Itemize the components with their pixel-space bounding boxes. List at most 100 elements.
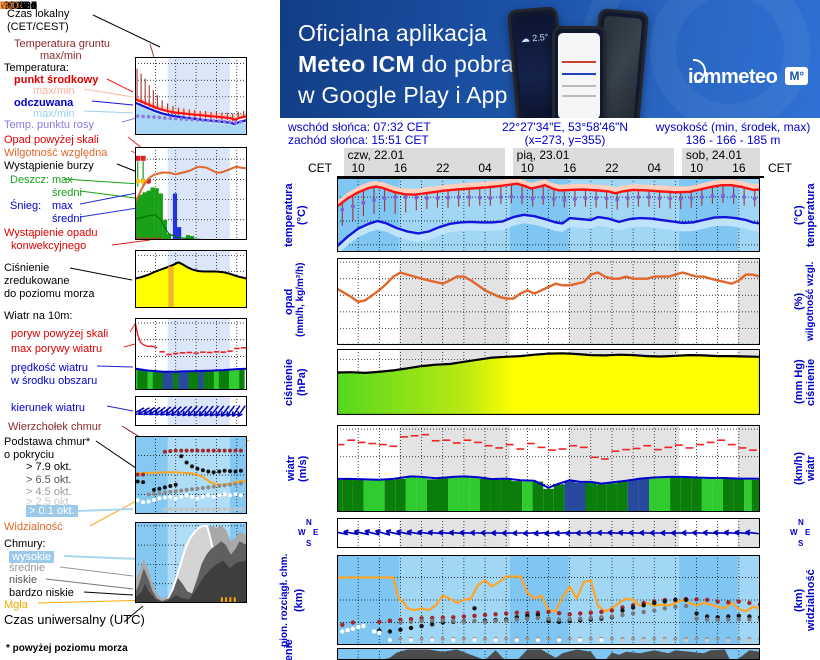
tick-label: 0 xyxy=(0,0,7,12)
tick-label: 18 xyxy=(0,0,13,12)
axis-label-cloud-extent: pion. rozciągł. chm. xyxy=(279,553,290,647)
tick-label: 0 xyxy=(30,0,37,12)
legend-label: max/min xyxy=(40,50,82,62)
tick-label: 0.75 xyxy=(0,0,22,12)
x-tick-label: 02 xyxy=(5,0,19,12)
tick-label: 0 xyxy=(0,0,7,12)
day-band xyxy=(682,148,760,176)
tick-label: 36 xyxy=(0,0,13,12)
hour-label: 04 xyxy=(478,161,492,175)
tick-label: -15 xyxy=(0,0,16,12)
cloud-visibility-chart xyxy=(337,555,760,645)
day-label: pią, 23.01 xyxy=(516,148,570,162)
axis-label-pressure: ciśnienie xyxy=(283,358,295,406)
tick-label: 0 xyxy=(0,0,7,12)
app-banner[interactable]: Oficjalna aplikacja Meteo ICM do pobrani… xyxy=(280,0,820,118)
icmmeteo-logo: icmmeteo M° xyxy=(677,54,809,89)
legend-label: > 6.5 okt. xyxy=(26,474,72,486)
tick-label: -10 xyxy=(0,0,16,12)
tick-label: 1 xyxy=(30,0,37,12)
legend-label: Wilgotność względna xyxy=(4,147,108,159)
tick-label: 3 xyxy=(30,0,37,12)
legend-label: Czas lokalny xyxy=(7,8,70,20)
tick-label: 10 xyxy=(24,0,37,12)
legend-label: (CET/CEST) xyxy=(7,21,69,33)
hour-label: 10 xyxy=(351,161,365,175)
tick-label: 85 xyxy=(0,0,13,12)
leader-line xyxy=(91,100,134,106)
leader-line xyxy=(96,365,134,368)
legend-label: Chmury: xyxy=(4,538,46,550)
tick-label: 20 xyxy=(24,0,37,12)
tick-label: 1012 xyxy=(12,0,37,12)
grid-point: (x=273, y=355) xyxy=(524,133,606,147)
legend-label: Opad powyżej skali xyxy=(4,134,99,146)
tick-label: 84 xyxy=(0,0,13,12)
tick-label: 89 xyxy=(0,0,13,12)
legend-label: Czas uniwersalny (UTC) xyxy=(4,612,145,627)
legend-label: poryw powyżej skali xyxy=(11,328,109,340)
tick-label: 5 xyxy=(0,0,7,12)
axis-unit-celsius-right: (°C) xyxy=(793,205,805,225)
tick-label: 0 xyxy=(30,0,37,12)
axis-label-temperature-right: temperatura xyxy=(805,183,817,247)
legend-label: średni xyxy=(52,187,82,199)
legend-label: max xyxy=(52,174,73,186)
tick-label: 2 xyxy=(30,0,37,12)
leader-line xyxy=(83,110,134,114)
tick-label: 66 xyxy=(0,0,13,12)
tick-label: 750 xyxy=(0,0,19,12)
legend-label: w środku obszaru xyxy=(11,375,98,387)
mini-pressure-chart xyxy=(135,250,247,308)
legend-label: Deszcz: xyxy=(10,174,50,186)
tick-label: 0 xyxy=(0,0,7,12)
tick-label: 0.5 xyxy=(0,0,16,12)
legend-label: konwekcyjnego xyxy=(11,240,87,252)
hour-label: 04 xyxy=(647,161,661,175)
cet-label-left: CET xyxy=(308,161,332,175)
tick-label: 1.5 xyxy=(21,0,37,12)
tick-label: 8 xyxy=(30,0,37,12)
axis-label-cloud-cover: zachmurzenie xyxy=(283,639,295,660)
legend-label: max xyxy=(52,200,73,212)
leader-line xyxy=(106,405,134,412)
tick-label: 96 xyxy=(0,0,13,12)
legend-label: Temperatura gruntu xyxy=(14,38,110,50)
legend-label: niskie xyxy=(9,574,38,586)
x-tick-label: 18 xyxy=(5,0,19,12)
tick-label: 71 xyxy=(0,0,13,12)
leader-line xyxy=(63,178,141,185)
tick-label: 4 xyxy=(30,0,37,12)
mini-wind-direction-chart xyxy=(135,396,247,426)
axis-label-visibility: widzialność xyxy=(805,569,817,631)
legend-label: o pokryciu xyxy=(4,449,55,461)
hour-label: 10 xyxy=(689,161,704,175)
tick-label: 1014 xyxy=(0,0,25,12)
pressure-chart xyxy=(337,349,760,415)
tick-label: 100 xyxy=(0,0,19,12)
tick-label: 0 xyxy=(30,0,37,12)
tick-label: 1.0 xyxy=(21,0,37,12)
tick-label: 5 xyxy=(0,0,7,12)
tick-label: 5 xyxy=(30,0,37,12)
tick-label: 8 xyxy=(30,0,37,12)
tick-label: 0.25 xyxy=(0,0,22,12)
hour-label: 16 xyxy=(562,161,577,175)
tick-label: 1 xyxy=(0,0,7,12)
legend-label: max/min xyxy=(33,85,75,97)
tick-label: 6 xyxy=(30,0,37,12)
precipitation-humidity-chart xyxy=(337,258,760,345)
legend-label: > 4.5 okt. xyxy=(26,486,72,498)
tick-label: 15.0 xyxy=(15,0,37,12)
mini-wind-chart xyxy=(135,318,247,390)
tick-label: -10 xyxy=(0,0,16,12)
tick-label: 754 xyxy=(0,0,19,12)
axis-label-wind-right: wiatr xyxy=(805,455,817,482)
legend-label: Ciśnienie xyxy=(4,262,50,274)
x-tick-label: 00 xyxy=(5,0,19,12)
tick-label: -20 xyxy=(21,0,37,12)
tick-label: 54 xyxy=(0,0,13,12)
banner-swirl-decoration xyxy=(650,0,810,118)
